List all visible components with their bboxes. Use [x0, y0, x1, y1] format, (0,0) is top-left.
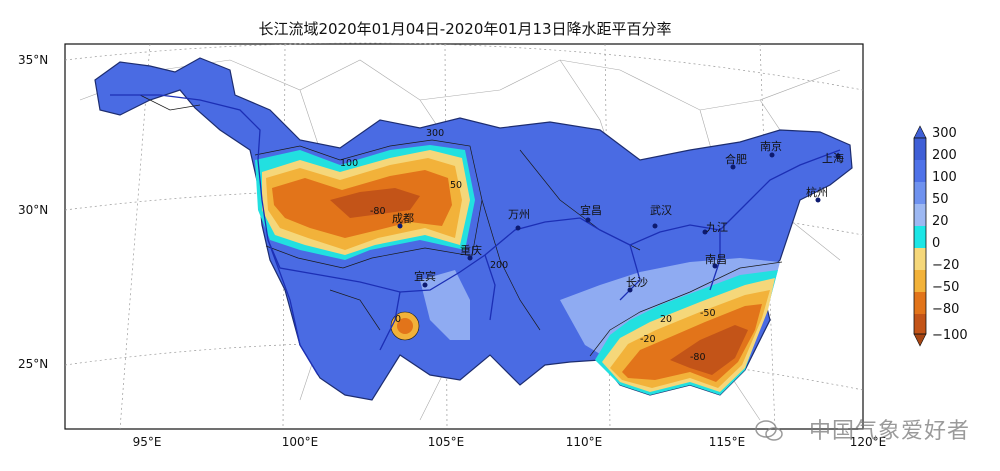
zone-neg100-west	[330, 188, 420, 218]
lon-tick-labels: 95°E 100°E 105°E 110°E 115°E 120°E	[133, 435, 887, 449]
watermark-text: 中国气象爱好者	[808, 419, 970, 444]
city-label-hefei: 合肥	[725, 152, 747, 166]
svg-text:20: 20	[660, 314, 672, 325]
lon-label-115: 115°E	[709, 435, 746, 449]
svg-text:-20: -20	[640, 334, 656, 345]
zone-50-100-central	[420, 270, 470, 340]
city-label-shanghai: 上海	[822, 151, 844, 165]
colorbar-band-50	[914, 204, 926, 226]
svg-text:50: 50	[450, 180, 462, 191]
lon-label-100: 100°E	[282, 435, 319, 449]
lon-label-95: 95°E	[133, 435, 162, 449]
colorbar-tick-labels: 300 200 100 50 20 0 −20 −50 −80 −100	[932, 126, 968, 343]
city-label-chengdu: 成都	[392, 212, 414, 225]
lon-label-120: 120°E	[850, 435, 887, 449]
svg-text:300: 300	[932, 126, 957, 141]
city-markers	[397, 152, 841, 293]
city-label-yichang: 宜昌	[580, 203, 602, 217]
city-label-jiujiang: 九江	[706, 221, 728, 234]
city-labels: 成都 重庆 万州 宜昌 武汉 合肥 南京 上海 杭州 九江 南昌 长沙 宜宾	[392, 139, 844, 289]
svg-text:−80: −80	[932, 302, 959, 317]
colorbar-band-20	[914, 226, 926, 248]
wechat-icon	[755, 420, 783, 441]
city-label-wuhan: 武汉	[650, 204, 672, 217]
city-label-changsha: 长沙	[626, 276, 648, 289]
colorbar-band-0	[914, 248, 926, 270]
svg-text:20: 20	[932, 214, 949, 229]
svg-text:-80: -80	[370, 206, 386, 217]
city-label-hangzhou: 杭州	[806, 185, 828, 199]
svg-text:0: 0	[932, 236, 940, 251]
svg-text:50: 50	[932, 192, 949, 207]
city-label-nanjing: 南京	[760, 139, 782, 153]
lon-label-110: 110°E	[566, 435, 603, 449]
svg-text:-50: -50	[700, 308, 716, 319]
river-network	[110, 94, 841, 376]
contour-lines	[139, 94, 783, 357]
svg-text:−50: −50	[932, 280, 959, 295]
colorbar-band-100	[914, 182, 926, 204]
colorbar-band-neg80	[914, 314, 926, 334]
colorbar-band-neg50	[914, 292, 926, 314]
svg-text:300: 300	[426, 128, 444, 139]
colorbar-band-neg20	[914, 270, 926, 292]
map-title: 长江流域2020年01月04日-2020年01月13日降水距平百分率	[258, 20, 672, 38]
contour-labels: 100 200 300 50 20 -20 -50 -80 -80 0	[340, 128, 716, 363]
colorbar-bottom-arrow	[913, 333, 927, 347]
colorbar-top-arrow	[913, 125, 927, 139]
city-label-nanchang: 南昌	[705, 253, 727, 266]
svg-text:200: 200	[932, 148, 957, 163]
svg-text:0: 0	[395, 314, 401, 325]
svg-text:100: 100	[340, 158, 358, 169]
city-label-chongqing: 重庆	[460, 243, 482, 257]
city-label-wanzhou: 万州	[508, 208, 530, 221]
svg-text:−100: −100	[932, 328, 968, 343]
zone-neg100-southeast	[670, 325, 748, 375]
lat-label-25: 25°N	[18, 357, 48, 371]
city-label-yibin: 宜宾	[414, 269, 436, 283]
lat-label-30: 30°N	[18, 203, 48, 217]
svg-text:200: 200	[490, 260, 508, 271]
lat-tick-labels: 35°N 30°N 25°N	[18, 53, 48, 371]
svg-text:100: 100	[932, 170, 957, 185]
colorbar-band-200	[914, 160, 926, 182]
colorbar	[913, 125, 927, 347]
lat-label-35: 35°N	[18, 53, 48, 67]
svg-text:−20: −20	[932, 258, 959, 273]
svg-text:-80: -80	[690, 352, 706, 363]
lon-label-105: 105°E	[428, 435, 465, 449]
colorbar-band-300	[914, 138, 926, 160]
